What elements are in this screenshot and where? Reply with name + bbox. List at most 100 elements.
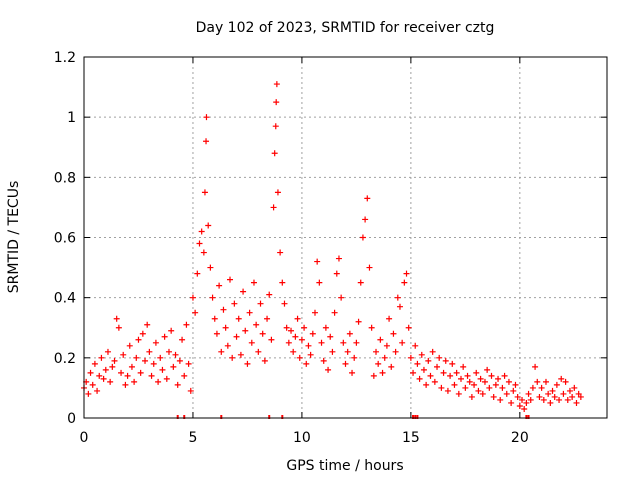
data-point [453,369,460,376]
data-point [144,321,151,328]
data-point [325,366,332,373]
y-tick-label: 1 [67,110,76,126]
data-point [87,369,94,376]
x-tick-label: 10 [293,430,311,446]
data-point [194,270,201,277]
data-point [399,339,406,346]
data-point [329,348,336,355]
data-point [201,189,208,196]
data-point [248,339,255,346]
data-point [577,393,584,400]
data-point [492,381,499,388]
data-point [525,390,532,397]
data-point [553,381,560,388]
data-point [185,360,192,367]
data-point [240,288,247,295]
x-axis-label: GPS time / hours [286,458,403,474]
data-point [335,255,342,262]
data-point [200,249,207,256]
data-point [438,384,445,391]
data-point [516,402,523,409]
data-point [122,381,129,388]
data-point [233,333,240,340]
data-point [429,348,436,355]
data-point [309,330,316,337]
data-point [94,387,101,394]
data-point [558,375,565,382]
data-point [179,336,186,343]
data-point [203,114,210,121]
data-point [377,336,384,343]
data-point [131,378,138,385]
data-point [307,351,314,358]
data-point [244,360,251,367]
data-point [394,294,401,301]
data-point [298,336,305,343]
data-point [261,357,268,364]
data-point [455,390,462,397]
data-point [519,396,526,403]
data-point [290,348,297,355]
data-point [91,360,98,367]
data-point [427,372,434,379]
data-point [490,393,497,400]
data-point [357,279,364,286]
data-point [401,279,408,286]
data-point [481,378,488,385]
data-point [416,375,423,382]
data-point [386,315,393,322]
data-point [274,189,281,196]
data-point [414,360,421,367]
data-point [479,390,486,397]
data-point [418,351,425,358]
data-point [466,378,473,385]
data-point [353,339,360,346]
data-point [157,354,164,361]
data-point [383,342,390,349]
y-axis-label: SRMTID / TECUs [6,181,22,294]
data-point [231,300,238,307]
data-point [283,324,290,331]
data-point [272,123,279,130]
data-point [229,354,236,361]
data-point [499,384,506,391]
data-point [523,399,530,406]
data-point [100,375,107,382]
data-point [431,378,438,385]
data-point [529,384,536,391]
data-point [196,240,203,247]
data-point [126,342,133,349]
data-point [115,324,122,331]
data-point [468,393,475,400]
data-point [259,330,266,337]
data-point [388,363,395,370]
data-point [423,381,430,388]
data-point [527,396,534,403]
data-point [285,339,292,346]
data-point [203,138,210,145]
data-point [89,381,96,388]
data-point [124,372,131,379]
data-point [255,348,262,355]
data-point [246,309,253,316]
data-point [464,372,471,379]
data-point [192,309,199,316]
data-point [271,150,278,157]
data-point [137,369,144,376]
data-point [562,378,569,385]
data-point [457,375,464,382]
data-point [366,264,373,271]
data-point [268,336,275,343]
data-point [331,309,338,316]
chart-title: Day 102 of 2023, SRMTID for receiver czt… [196,20,495,36]
data-point [270,204,277,211]
data-point [359,234,366,241]
data-point [148,372,155,379]
data-point [139,330,146,337]
data-point [373,348,380,355]
data-point [390,330,397,337]
data-point [305,342,312,349]
data-point [495,375,502,382]
data-point [316,279,323,286]
